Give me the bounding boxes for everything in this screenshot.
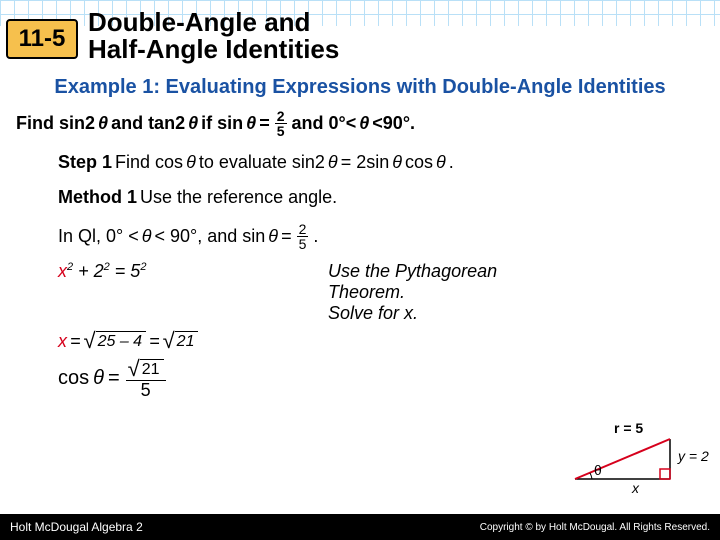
method-label: Method 1 [58,187,137,208]
prompt-seg: Find sin2 [16,113,95,134]
theta: θ [98,113,108,134]
example-title: Example 1: Evaluating Expressions with D… [12,76,708,99]
prompt-seg: and tan2 [111,113,185,134]
theta: θ [93,367,104,390]
pythagorean-equation: x2 + 22 = 52 [58,261,228,282]
quadrant-line: In Ql, 0° < θ < 90°, and sinθ = 2 5 . [58,222,704,251]
triangle-y-label: y = 2 [678,448,709,464]
solve-x-line: x = √ 25 – 4 = √ 21 [58,330,704,352]
hint-line: Theorem. [328,282,497,303]
eq-seg: = 5 [110,261,141,281]
step-text: . [449,152,454,173]
problem-prompt: Find sin2θ and tan2θ if sinθ = 2 5 and 0… [16,109,704,138]
theta: θ [188,113,198,134]
step-text: to evaluate sin2 [199,152,325,173]
ql-seg: < 90°, and sin [155,226,266,247]
fraction-numerator: 2 [297,222,309,237]
method-1-line: Method 1 Use the reference angle. [58,187,704,208]
section-number: 11-5 [19,25,66,53]
footer-book-title: Holt McDougal Algebra 2 [10,520,143,534]
prompt-seg: and 0°< [292,113,357,134]
title-block: Double-Angle and Half-Angle Identities [88,9,339,64]
prompt-seg: if sin [201,113,243,134]
theta: θ [436,152,446,173]
exponent: 2 [140,261,146,273]
theta: θ [268,226,278,247]
ql-seg: In Ql, 0° < [58,226,139,247]
variable-x: x [58,261,67,281]
theta: θ [392,152,402,173]
radical-icon: √ [84,330,96,352]
title-line-1: Double-Angle and [88,9,339,36]
step-1-line: Step 1 Find cosθ to evaluate sin2θ = 2si… [58,152,704,173]
triangle-x-label: x [632,480,639,496]
slide-footer: Holt McDougal Algebra 2 Copyright © by H… [0,514,720,540]
theta: θ [328,152,338,173]
step-text: cos [405,152,433,173]
step-label: Step 1 [58,152,112,173]
reference-triangle: r = 5 y = 2 x θ [570,424,710,494]
fraction-denominator: 5 [275,124,287,138]
radical-icon: √ [128,358,140,380]
prompt-seg: <90°. [372,113,415,134]
eq-seg: = [108,367,120,390]
radicand: 21 [140,359,164,379]
triangle-r-label: r = 5 [614,420,643,436]
eq-seg: = [149,331,160,352]
variable-x: x [58,331,67,352]
step-text: Find cos [115,152,183,173]
fraction: 2 5 [275,109,287,138]
eq-seg: + 2 [73,261,104,281]
footer-copyright: Copyright © by Holt McDougal. All Rights… [480,522,710,533]
fraction-numerator: √ 21 [126,358,166,381]
theta: θ [142,226,152,247]
ql-seg: = [281,226,292,247]
square-root: √ 21 [163,330,199,352]
radical-icon: √ [163,330,175,352]
ql-seg: . [313,226,318,247]
fraction-numerator: 2 [275,109,287,124]
square-root: √ 21 [128,358,164,380]
fraction-denominator: 5 [139,381,153,399]
radicand: 21 [175,331,199,351]
hint-line: Solve for x. [328,303,497,324]
square-root: √ 25 – 4 [84,330,147,352]
eq-seg: = [70,331,81,352]
prompt-seg: = [259,113,270,134]
cos-result-line: cos θ = √ 21 5 [58,358,704,399]
theta: θ [186,152,196,173]
radicand: 25 – 4 [96,331,146,351]
method-text: Use the reference angle. [140,187,337,208]
theta: θ [359,113,369,134]
fraction-denominator: 5 [297,237,309,251]
pythagorean-row: x2 + 22 = 52 Use the Pythagorean Theorem… [58,261,704,324]
theta: θ [246,113,256,134]
section-badge: 11-5 [6,19,78,59]
pythagorean-hint: Use the Pythagorean Theorem. Solve for x… [328,261,497,324]
title-line-2: Half-Angle Identities [88,36,339,63]
cos-label: cos [58,367,89,390]
triangle-theta-label: θ [594,462,602,478]
fraction: 2 5 [297,222,309,251]
content-area: Find sin2θ and tan2θ if sinθ = 2 5 and 0… [0,109,720,399]
hint-line: Use the Pythagorean [328,261,497,282]
fraction: √ 21 5 [126,358,166,399]
step-text: = 2sin [341,152,390,173]
